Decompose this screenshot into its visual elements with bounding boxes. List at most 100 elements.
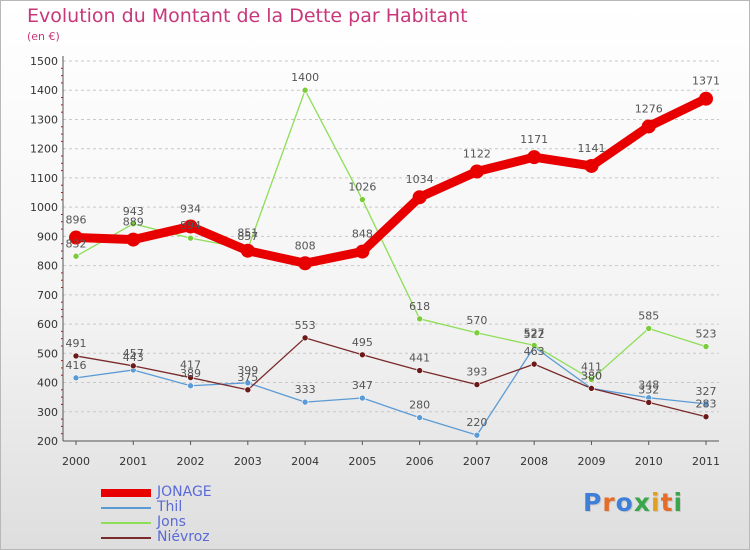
data-label: 1034 xyxy=(406,173,434,186)
logo-letter: i xyxy=(651,488,661,517)
data-label: 347 xyxy=(352,379,373,392)
logo-letter: P xyxy=(583,488,603,517)
data-label: 1026 xyxy=(348,181,376,194)
data-point xyxy=(183,219,198,234)
data-label: 523 xyxy=(696,328,717,341)
legend-swatch xyxy=(101,522,151,524)
data-label: 527 xyxy=(524,326,545,339)
series-thil xyxy=(72,343,710,439)
data-point xyxy=(69,230,83,245)
data-point xyxy=(72,374,80,382)
data-point xyxy=(187,234,194,242)
data-label: 327 xyxy=(696,385,717,398)
data-point xyxy=(301,334,309,342)
data-point xyxy=(641,119,656,134)
logo-letter: r xyxy=(602,488,616,517)
y-tick-label: 300 xyxy=(37,406,58,419)
data-point xyxy=(473,431,481,439)
data-point xyxy=(473,381,481,388)
x-tick-label: 2006 xyxy=(406,455,434,468)
data-label: 894 xyxy=(180,219,201,232)
data-point xyxy=(359,394,366,402)
data-label: 220 xyxy=(466,416,487,429)
legend-swatch xyxy=(101,507,151,509)
data-label: 463 xyxy=(524,345,545,358)
data-point xyxy=(699,91,713,106)
y-tick-label: 800 xyxy=(37,260,58,273)
data-label: 522 xyxy=(524,328,545,341)
data-point xyxy=(702,413,710,421)
data-label: 380 xyxy=(581,369,602,382)
data-label: 411 xyxy=(581,360,602,373)
unit-label: (en €) xyxy=(27,30,60,43)
data-label: 389 xyxy=(180,367,201,380)
data-point xyxy=(187,374,194,381)
data-label: 585 xyxy=(638,309,659,322)
data-label: 333 xyxy=(295,383,316,396)
x-tick-label: 2004 xyxy=(291,455,319,468)
series-line xyxy=(75,337,707,418)
proxiti-logo: Proxiti xyxy=(583,488,683,517)
legend-label: Niévroz xyxy=(157,529,210,545)
data-label: 416 xyxy=(66,359,87,372)
series-niévroz xyxy=(72,334,710,421)
data-label: 375 xyxy=(237,371,258,384)
x-tick-label: 2001 xyxy=(119,455,147,468)
data-label: 851 xyxy=(237,227,258,240)
data-label: 570 xyxy=(466,314,487,327)
data-label: 618 xyxy=(409,300,430,313)
data-point xyxy=(469,164,484,179)
data-label: 332 xyxy=(638,383,659,396)
data-point xyxy=(359,196,366,203)
data-point xyxy=(588,376,595,383)
data-point xyxy=(527,150,542,165)
y-tick-label: 1500 xyxy=(30,55,58,68)
data-label: 491 xyxy=(66,337,87,350)
data-label: 896 xyxy=(66,214,87,227)
logo-letter: i xyxy=(673,488,684,517)
y-tick-labels: 200 300 400 500 600 700 800 900 1000 1100 1200 1300… xyxy=(30,55,58,448)
data-point xyxy=(301,86,309,94)
data-label: 457 xyxy=(123,347,144,360)
y-tick-label: 700 xyxy=(37,289,58,302)
legend-swatch xyxy=(101,537,151,539)
x-tick-labels: 2000 2001 2002 2003 2004 2005 2006 2007 2008 2009… xyxy=(62,455,720,468)
y-tick-label: 400 xyxy=(37,377,58,390)
series-line xyxy=(75,346,707,436)
data-label: 280 xyxy=(409,399,430,412)
data-label: 553 xyxy=(295,319,316,332)
data-label: 934 xyxy=(180,202,201,215)
data-point xyxy=(298,256,313,271)
y-tick-label: 200 xyxy=(37,435,58,448)
data-point xyxy=(359,351,366,359)
data-point xyxy=(355,244,370,259)
data-point xyxy=(244,379,252,387)
y-tick-label: 600 xyxy=(37,318,58,331)
legend-label: Thil xyxy=(157,499,183,515)
data-point xyxy=(72,352,80,360)
data-point xyxy=(72,252,80,260)
data-point xyxy=(416,414,423,421)
x-tick-label: 2003 xyxy=(234,455,262,468)
data-point xyxy=(702,343,710,350)
data-point xyxy=(301,398,309,406)
data-label: 1400 xyxy=(291,71,319,84)
x-tick-label: 2011 xyxy=(692,455,720,468)
legend-label: JONAGE xyxy=(157,484,212,500)
y-tick-label: 1100 xyxy=(30,172,58,185)
data-label: 1276 xyxy=(635,102,663,115)
data-label: 283 xyxy=(696,398,717,411)
data-label: 495 xyxy=(352,336,373,349)
y-tick-label: 1200 xyxy=(30,143,58,156)
data-label: 399 xyxy=(237,364,258,377)
y-tick-label: 500 xyxy=(37,347,58,360)
series-jonage xyxy=(69,91,713,271)
series-line xyxy=(71,94,711,268)
data-point xyxy=(240,243,255,258)
x-tick-label: 2009 xyxy=(577,455,605,468)
data-label: 348 xyxy=(638,379,659,392)
data-point xyxy=(473,329,481,337)
data-point xyxy=(530,342,538,349)
data-label: 1171 xyxy=(520,133,548,146)
